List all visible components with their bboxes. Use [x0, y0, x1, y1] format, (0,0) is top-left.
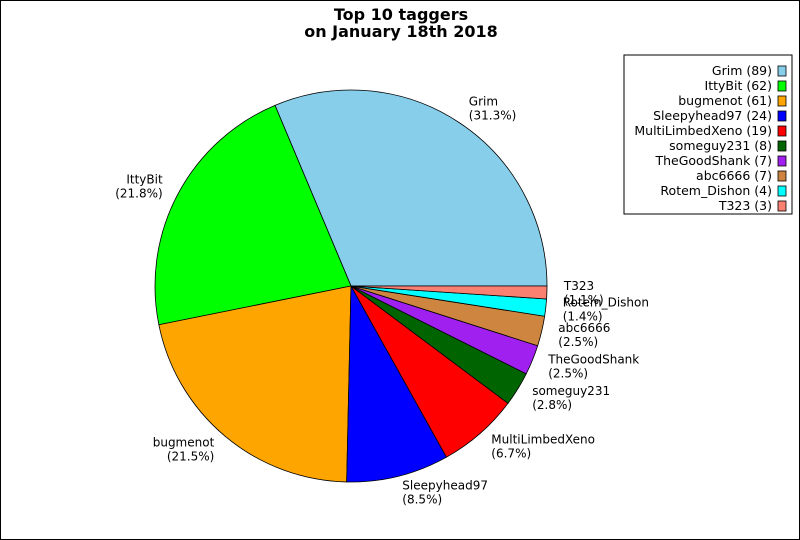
legend-label: abc6666 (7) [696, 168, 772, 183]
legend: Grim (89)IttyBit (62)bugmenot (61)Sleepy… [623, 54, 793, 215]
slice-label-thegoodshank: TheGoodShank (2.5%) [547, 352, 639, 380]
slice-label-rotem-dishon: Rotem_Dishon (1.4%) [563, 296, 649, 324]
slice-label-multilimbedxeno: MultiLimbedXeno (6.7%) [491, 432, 595, 460]
legend-label: T323 (3) [718, 198, 772, 213]
legend-box [623, 54, 793, 215]
legend-label: Sleepyhead97 (24) [653, 108, 772, 123]
slice-label-sleepyhead97: Sleepyhead97 (8.5%) [402, 479, 488, 507]
chart-title-line-1: Top 10 taggers [334, 5, 468, 24]
slice-label-someguy231: someguy231 (2.8%) [532, 384, 610, 412]
legend-swatch [777, 125, 787, 137]
legend-swatch [777, 155, 787, 167]
legend-swatch [777, 110, 787, 122]
legend-swatch [777, 200, 787, 212]
legend-label: MultiLimbedXeno (19) [634, 123, 772, 138]
legend-swatch [777, 95, 787, 107]
pie-slices [154, 89, 548, 483]
legend-label: bugmenot (61) [678, 93, 772, 108]
pie-slice-ittybit [154, 104, 352, 326]
slice-label-bugmenot: bugmenot (21.5%) [153, 435, 215, 463]
chart-title-line-2: on January 18th 2018 [304, 22, 498, 41]
pie-slice-t323 [350, 285, 548, 300]
pie-slice-bugmenot [158, 285, 352, 483]
pie-slice-grim [274, 89, 548, 287]
legend-swatch [777, 65, 787, 77]
pie-slice-sleepyhead97 [346, 284, 448, 483]
slice-label-grim: Grim (31.3%) [469, 95, 516, 123]
legend-swatch [777, 140, 787, 152]
legend-label: Rotem_Dishon (4) [660, 183, 772, 198]
slice-labels: Grim (31.3%) IttyBit (21.8%) bugmenot (21.5%)… [115, 95, 649, 507]
legend-label: TheGoodShank (7) [654, 153, 772, 168]
slice-label-ittybit: IttyBit (21.8%) [115, 172, 163, 200]
legend-swatch [777, 80, 787, 92]
legend-label: Grim (89) [712, 63, 772, 78]
legend-label: IttyBit (62) [705, 78, 772, 93]
legend-swatch [777, 185, 787, 197]
legend-swatch [777, 170, 787, 182]
slice-label-t323: T323 (1.1%) [563, 279, 604, 307]
legend-label: someguy231 (8) [669, 138, 772, 153]
slice-label-abc6666: abc6666 (2.5%) [558, 321, 610, 349]
